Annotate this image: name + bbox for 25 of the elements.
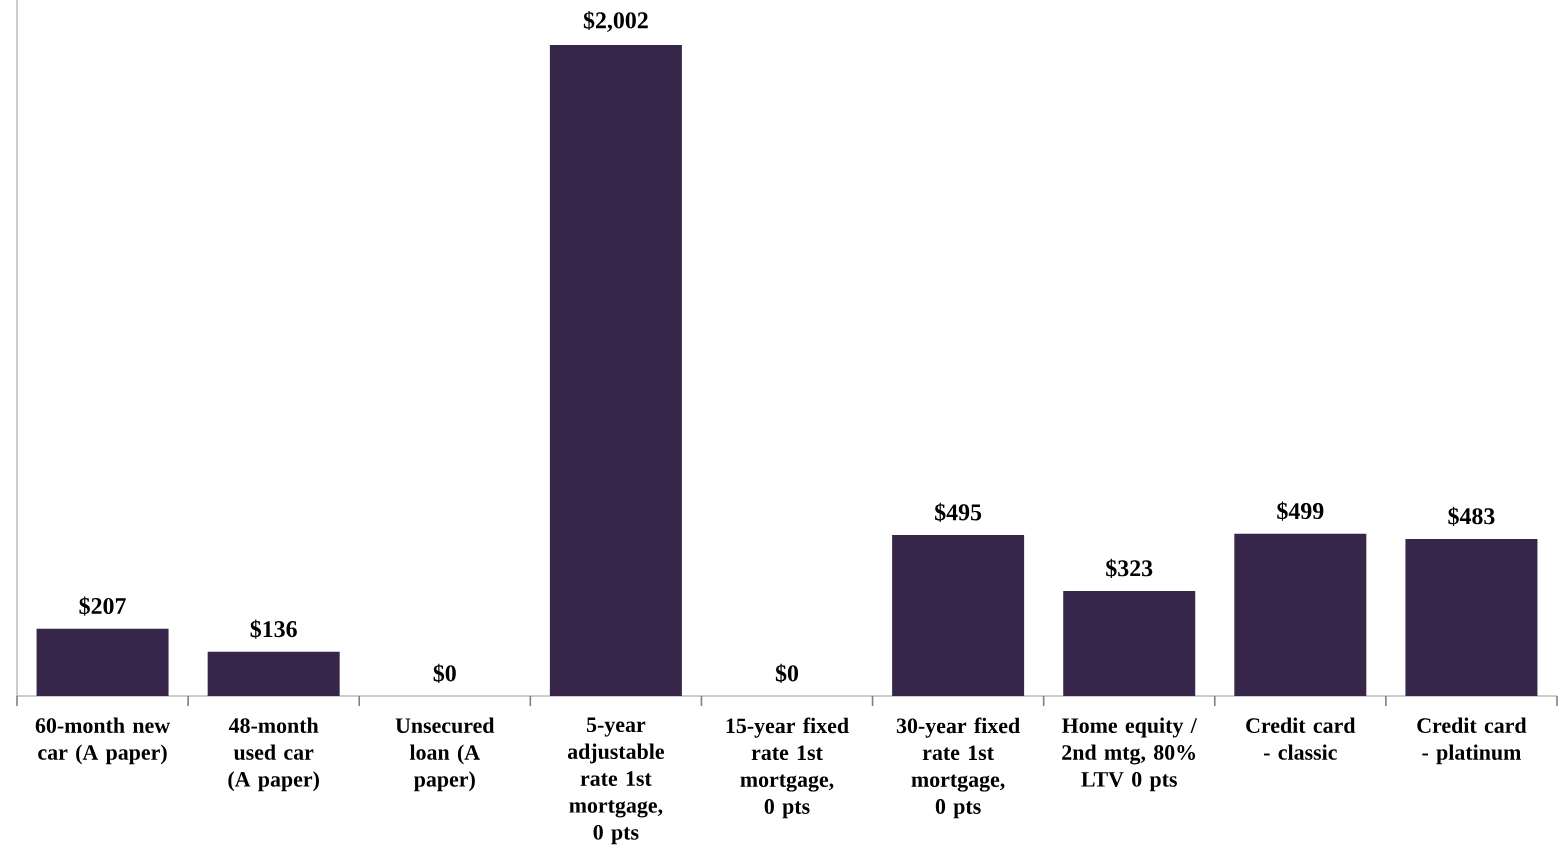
data-label: $2,002 <box>583 10 648 32</box>
data-label: $499 <box>1277 501 1324 521</box>
data-label: $495 <box>935 502 982 522</box>
x-tick-label: 30-year fixed rate 1st mortgage, 0 pts <box>896 717 1020 819</box>
bar <box>892 535 1025 696</box>
x-tick-label: Unsecured loan (A paper) <box>395 717 495 792</box>
x-tick-label: 48-month used car (A paper) <box>228 717 319 792</box>
bar <box>1063 590 1196 696</box>
bar <box>1405 538 1538 696</box>
x-tick-label: Credit card - classic <box>1246 717 1356 760</box>
x-tick-label: Home equity / 2nd mtg, 80% LTV 0 pts <box>1062 717 1198 792</box>
x-tick-label: 15-year fixed rate 1st mortgage, 0 pts <box>726 717 849 819</box>
bar <box>207 651 340 696</box>
x-tick-label: Credit card - platinum <box>1417 717 1527 765</box>
data-label: $0 <box>775 663 799 683</box>
data-label: $323 <box>1106 558 1153 578</box>
bar <box>1234 533 1367 696</box>
bar <box>36 628 169 696</box>
x-tick-label: 5-year adjustable rate 1st mortgage, 0 pts <box>567 717 665 845</box>
data-label: $483 <box>1448 506 1495 526</box>
data-label: $207 <box>79 596 126 616</box>
data-label: $0 <box>433 663 456 683</box>
data-label: $136 <box>250 619 297 639</box>
x-tick-label: 60-month new car (A paper) <box>35 717 170 765</box>
bar <box>549 44 682 696</box>
